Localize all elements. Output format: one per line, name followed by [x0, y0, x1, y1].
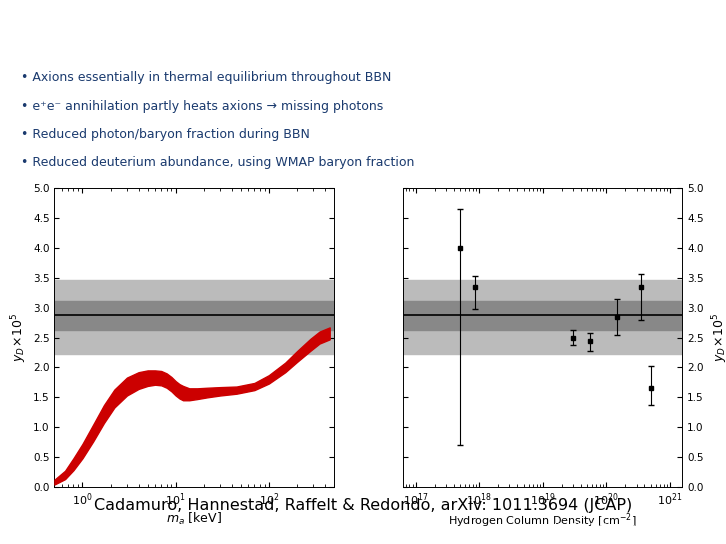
X-axis label: $m_a$ [keV]: $m_a$ [keV]	[166, 511, 222, 527]
Y-axis label: $y_D\!\times\!10^{5}$: $y_D\!\times\!10^{5}$	[9, 313, 29, 362]
X-axis label: Hydrogen Column Density [cm$^{-2}$]: Hydrogen Column Density [cm$^{-2}$]	[449, 511, 637, 530]
Text: ISAPP, Heidelberg, 15 July 2011: ISAPP, Heidelberg, 15 July 2011	[554, 523, 719, 533]
Text: • Reduced deuterium abundance, using WMAP baryon fraction: • Reduced deuterium abundance, using WMA…	[22, 156, 415, 169]
Text: • Axions essentially in thermal equilibrium throughout BBN: • Axions essentially in thermal equilibr…	[22, 71, 392, 84]
Text: New BBN limits on sub-Me​V mass axions: New BBN limits on sub-Me​V mass axions	[77, 15, 649, 40]
Bar	[54, 280, 334, 354]
Bar	[54, 300, 334, 330]
Text: • e⁺e⁻ annihilation partly heats axions → missing photons: • e⁺e⁻ annihilation partly heats axions …	[22, 100, 384, 113]
Text: • Reduced photon/baryon fraction during BBN: • Reduced photon/baryon fraction during …	[22, 128, 310, 141]
Bar	[403, 280, 682, 354]
Text: Cadamuro, Hannestad, Raffelt & Redondo, arXiv: 1011.3694 (JCAP): Cadamuro, Hannestad, Raffelt & Redondo, …	[94, 498, 632, 513]
Bar	[403, 300, 682, 330]
Text: Georg Raffelt, MPI Physics, Munich: Georg Raffelt, MPI Physics, Munich	[7, 523, 187, 533]
Y-axis label: $y_D\!\times\!10^{5}$: $y_D\!\times\!10^{5}$	[711, 313, 726, 362]
